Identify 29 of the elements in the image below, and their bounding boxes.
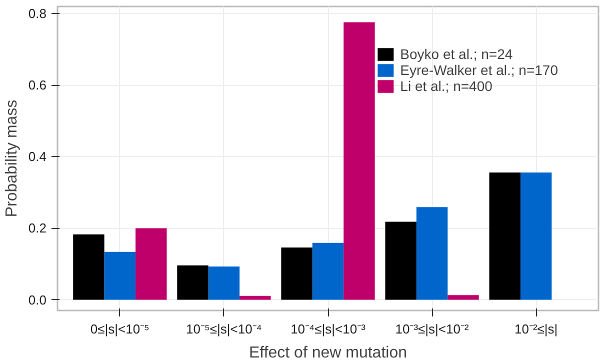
bar — [208, 266, 240, 300]
x-tick-label: 10⁻⁵≤|s|<10⁻⁴ — [186, 322, 262, 336]
y-tick-label: 0.0 — [28, 292, 47, 308]
x-tick-label: 10⁻³≤|s|<10⁻² — [395, 322, 470, 336]
bar — [344, 22, 375, 300]
x-tick-label: 0≤|s|<10⁻⁵ — [90, 322, 150, 336]
bar — [240, 296, 271, 300]
y-tick-label: 0.8 — [28, 6, 47, 22]
y-tick-label: 0.2 — [28, 220, 47, 236]
bar — [385, 222, 416, 300]
y-tick-label: 0.6 — [28, 78, 47, 93]
legend-label: Boyko et al.; n=24 — [400, 46, 513, 62]
bar — [448, 295, 479, 300]
x-tick-label: 10⁻²≤|s| — [514, 322, 558, 336]
x-tick-label: 10⁻⁴≤|s|<10⁻³ — [290, 322, 366, 336]
y-tick-label: 0.4 — [28, 149, 47, 164]
y-axis-title: Probability mass — [3, 100, 20, 218]
bar — [136, 228, 167, 300]
x-axis-title: Effect of new mutation — [248, 344, 408, 362]
bar — [104, 252, 136, 300]
bar — [520, 172, 552, 300]
bar — [416, 207, 448, 300]
bar — [73, 234, 104, 300]
bar — [177, 265, 208, 300]
bar — [489, 172, 520, 300]
bar — [312, 242, 344, 300]
bar — [281, 248, 312, 300]
legend-label: Li et al.; n=400 — [400, 78, 492, 94]
legend-label: Eyre-Walker et al.; n=170 — [400, 62, 558, 78]
